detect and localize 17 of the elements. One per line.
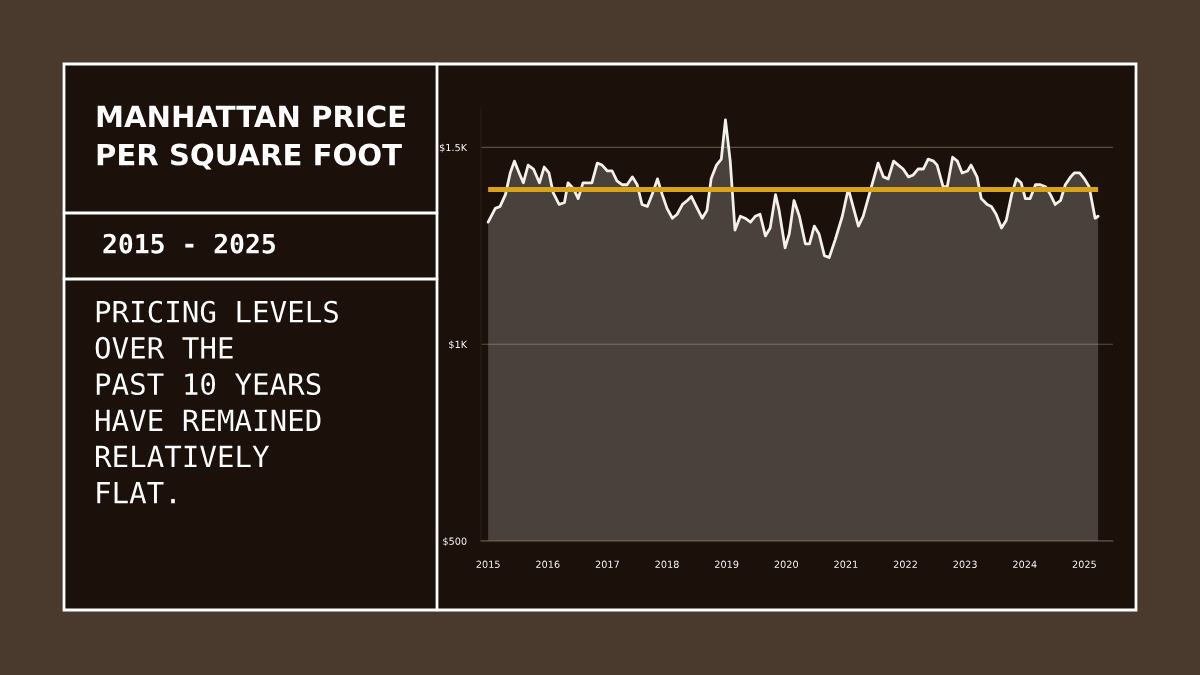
text: PRICING LEVELS OVER THE PAST 10 YEARS HAVE REMAINED RELATIVELY FLAT. — [95, 300, 338, 504]
x-tick-label: 2018 — [655, 560, 679, 568]
x-tick-label: 2021 — [834, 560, 858, 568]
x-tick-label: 2022 — [893, 560, 917, 568]
x-tick-label: 2025 — [1072, 560, 1096, 568]
text: 2015 - 2025 — [103, 233, 275, 254]
y-tick-label: $1.5K — [439, 143, 468, 153]
y-tick-label: $500 — [443, 537, 467, 547]
x-tick-label: 2017 — [595, 560, 619, 568]
x-tick-label: 2015 — [476, 560, 500, 568]
text: MANHATTAN PRICE PER SQUARE FOOT — [97, 105, 405, 170]
x-tick-label: 2019 — [714, 560, 739, 568]
x-tick-label: 2023 — [953, 560, 977, 568]
y-tick-label: $1K — [449, 340, 468, 350]
x-tick-label: 2016 — [536, 560, 560, 568]
x-tick-label: 2024 — [1013, 560, 1037, 568]
x-tick-label: 2020 — [774, 560, 798, 568]
